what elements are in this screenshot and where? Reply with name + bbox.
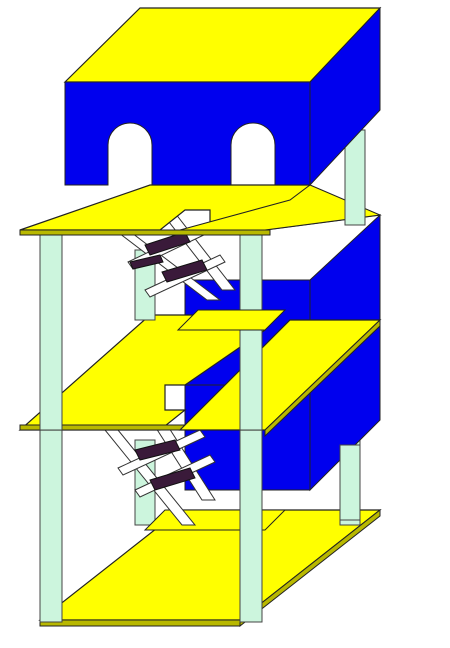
top-block-front-with-arches (64, 81, 311, 186)
stair-tread (161, 259, 208, 283)
middle-floor-right-edge (264, 318, 381, 438)
pillar-front-left-middle (39, 229, 63, 431)
pillar-front-right-bottom (239, 429, 263, 623)
bottom-floor-side (239, 508, 381, 628)
top-floor-front-edge (19, 229, 271, 236)
stair-tread (129, 254, 164, 270)
step-platform-upper (176, 309, 287, 331)
stair-tread (149, 467, 196, 491)
step-platform-lower (143, 509, 287, 531)
bottom-floor-edge (39, 619, 241, 627)
stair-tread (134, 439, 181, 461)
pillar-mid-right-bottom (339, 444, 361, 521)
pillar-front-left-bottom (39, 429, 63, 623)
stair-tread (144, 231, 191, 256)
